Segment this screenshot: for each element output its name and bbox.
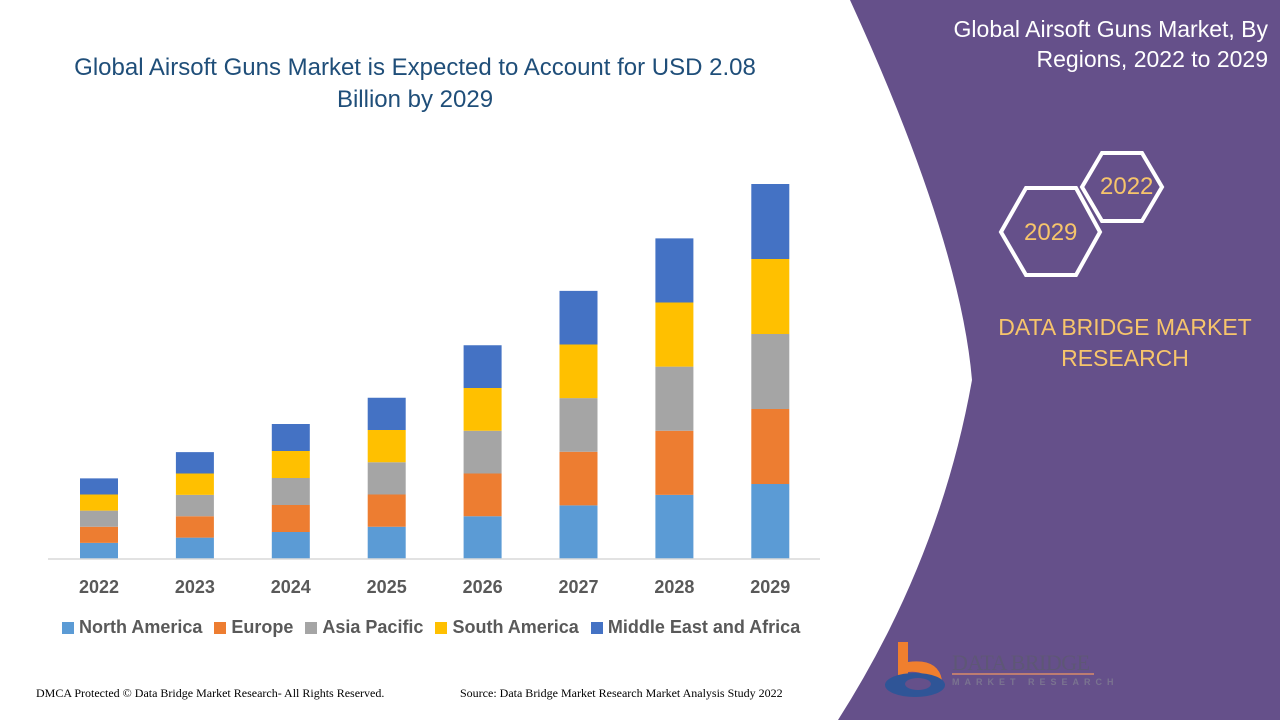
- bar-segment-2029-north-america: [751, 484, 790, 559]
- brand-name: DATA BRIDGE MARKET RESEARCH: [998, 314, 1252, 371]
- legend-label: Europe: [231, 617, 294, 637]
- bar-segment-2029-south-america: [751, 259, 790, 334]
- panel-title: Global Airsoft Guns Market, By Regions, …: [953, 16, 1268, 72]
- bar-segment-2024-middle-east-and-africa: [271, 424, 310, 451]
- bar-segment-2024-asia-pacific: [271, 478, 310, 505]
- bar-segment-2027-north-america: [559, 505, 598, 559]
- bar-segment-2028-south-america: [655, 302, 694, 367]
- bar-segment-2026-north-america: [463, 516, 502, 559]
- plot-area: 2022 2023 2024 2025 2026 2027 2028 2029: [79, 184, 790, 597]
- legend-item: Asia Pacific: [305, 617, 423, 638]
- legend-item: North America: [62, 617, 202, 638]
- bar-segment-2022-middle-east-and-africa: [80, 478, 118, 495]
- bar-segment-2022-asia-pacific: [80, 510, 118, 527]
- hex-label-2022: 2022: [1100, 173, 1154, 200]
- bar-segment-2025-south-america: [367, 430, 406, 463]
- legend-swatch: [305, 621, 318, 634]
- bar-segment-2026-middle-east-and-africa: [463, 345, 502, 388]
- bar-segment-2023-europe: [175, 516, 214, 538]
- bar-segment-2024-north-america: [271, 532, 310, 559]
- bar-segment-2026-south-america: [463, 388, 502, 431]
- legend-label: Asia Pacific: [322, 617, 424, 637]
- legend-swatch: [590, 621, 603, 634]
- bar-segment-2023-north-america: [175, 537, 214, 559]
- hexagon-2022: [1079, 151, 1165, 223]
- bar-segment-2023-south-america: [175, 473, 214, 495]
- bar-segment-2022-north-america: [80, 542, 118, 559]
- chart-title: Global Airsoft Guns Market is Expected t…: [74, 54, 756, 113]
- x-tick-label: 2024: [271, 577, 311, 597]
- bar-segment-2025-asia-pacific: [367, 462, 406, 495]
- legend-item: Europe: [214, 617, 293, 638]
- legend-swatch: [62, 621, 74, 634]
- hexagon-2029: [998, 186, 1103, 277]
- x-tick-label: 2027: [558, 577, 598, 597]
- logo-text: DATA BRIDGE: [952, 650, 1090, 675]
- legend-label: South America: [452, 617, 579, 637]
- bar-segment-2027-asia-pacific: [559, 398, 598, 452]
- bar-segment-2024-south-america: [271, 451, 310, 478]
- hex-label-2029: 2029: [1024, 219, 1078, 246]
- x-tick-label: 2026: [463, 577, 503, 597]
- legend-label: North America: [79, 617, 203, 637]
- bar-segment-2022-europe: [80, 526, 118, 543]
- bar-segment-2029-europe: [751, 409, 790, 484]
- bar-segment-2023-middle-east-and-africa: [175, 452, 214, 474]
- bar-segment-2026-asia-pacific: [463, 430, 502, 474]
- bar-segment-2029-asia-pacific: [751, 334, 790, 409]
- bar-segment-2025-europe: [367, 494, 406, 527]
- legend-item: Middle East and Africa: [590, 617, 801, 638]
- copyright-note: DMCA Protected © Data Bridge Market Rese…: [36, 686, 385, 700]
- x-tick-label: 2022: [79, 577, 119, 597]
- bar-segment-2028-north-america: [655, 494, 694, 559]
- bar-segment-2024-europe: [271, 505, 310, 532]
- bar-segment-2023-asia-pacific: [175, 494, 214, 517]
- legend-label: Middle East and Africa: [607, 617, 801, 637]
- bar-segment-2027-middle-east-and-africa: [559, 290, 598, 345]
- bar-segment-2028-middle-east-and-africa: [655, 238, 694, 303]
- bar-segment-2022-south-america: [80, 494, 118, 511]
- bar-segment-2029-middle-east-and-africa: [751, 184, 790, 259]
- source-note: Source: Data Bridge Market Research Mark…: [460, 686, 783, 700]
- logo-subtext: MARKET RESEARCH: [952, 677, 1119, 687]
- bar-segment-2027-europe: [559, 451, 598, 506]
- legend: North America Europe Asia Pacific South Ame…: [62, 617, 800, 638]
- bar-segment-2025-north-america: [367, 526, 406, 559]
- data-bridge-logo-icon: [885, 642, 945, 697]
- legend-swatch: [435, 621, 448, 634]
- x-tick-label: 2028: [654, 577, 694, 597]
- bar-segment-2025-middle-east-and-africa: [367, 397, 406, 430]
- x-tick-label: 2029: [750, 577, 790, 597]
- bar-segment-2027-south-america: [559, 344, 598, 399]
- bar-segment-2028-europe: [655, 430, 694, 495]
- x-tick-label: 2025: [367, 577, 407, 597]
- bar-segment-2028-asia-pacific: [655, 366, 694, 431]
- side-panel: [838, 0, 1280, 720]
- legend-swatch: [214, 621, 227, 634]
- legend-item: South America: [435, 617, 579, 638]
- bar-segment-2026-europe: [463, 473, 502, 517]
- x-tick-label: 2023: [175, 577, 215, 597]
